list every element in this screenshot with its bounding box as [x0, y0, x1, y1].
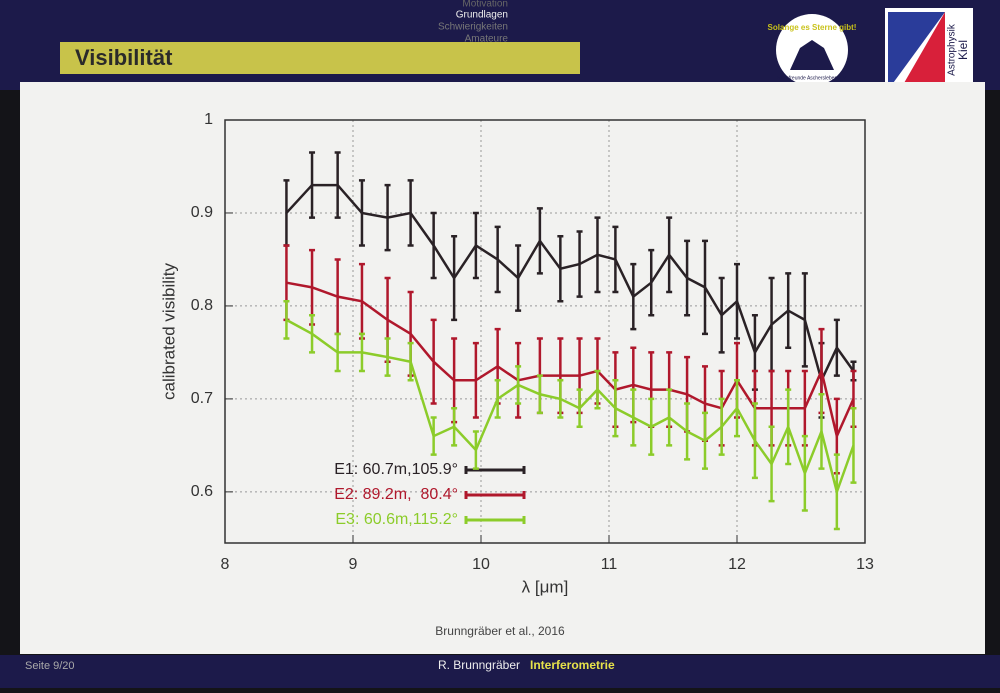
y-tick-label: 0.7	[191, 390, 213, 407]
series-line	[286, 281, 855, 440]
slide-body	[20, 82, 985, 654]
logo-text: Sternfreunde Aschersleben e.V.	[777, 75, 847, 81]
slide-title: Visibilität	[75, 45, 173, 70]
x-axis-label: λ [μm]	[522, 577, 569, 596]
nav-item[interactable]: Amateure	[465, 34, 509, 45]
legend-swatch	[464, 466, 526, 474]
legend-label: E2: 89.2m, 80.4°	[334, 486, 458, 503]
nav-item[interactable]: Motivation	[462, 0, 508, 10]
nav-item[interactable]: Grundlagen	[456, 10, 508, 21]
legend-label: E1: 60.7m,105.9°	[334, 461, 458, 478]
x-tick-label: 10	[472, 556, 490, 573]
legend-label: E3: 60.6m,115.2°	[335, 511, 458, 528]
y-tick-label: 1	[204, 111, 213, 128]
x-tick-label: 11	[601, 556, 618, 573]
x-tick-label: 9	[349, 556, 358, 573]
footer-page: Seite 9/20	[25, 660, 75, 672]
plot-frame	[224, 119, 866, 544]
logo-icon	[900, 12, 945, 90]
caption: Brunngräber et al., 2016	[435, 624, 565, 638]
logo-icon	[790, 40, 834, 70]
series-line	[285, 318, 855, 497]
x-tick-label: 13	[856, 556, 874, 573]
y-tick-label: 0.9	[191, 204, 213, 221]
logo-text: Kiel	[956, 40, 970, 60]
x-tick-label: 12	[728, 556, 746, 573]
title-band	[60, 42, 580, 74]
nav-item[interactable]: Schwierigkeiten	[438, 22, 508, 33]
y-tick-label: 0.8	[191, 297, 213, 314]
y-axis-label: calibrated visibility	[159, 263, 178, 400]
logo-text: Solange es Sterne gibt!	[768, 23, 857, 32]
footer-bar	[0, 655, 1000, 688]
logo-text: Astrophysik	[947, 23, 958, 76]
legend-swatch	[464, 516, 526, 524]
y-tick-label: 0.6	[191, 483, 213, 500]
error-bar	[850, 406, 857, 484]
legend-swatch	[464, 491, 526, 499]
footer-author: R. Brunngräber	[438, 658, 520, 672]
logo-icon	[888, 12, 945, 90]
footer-topic: Interferometrie	[530, 658, 615, 672]
series-line	[285, 183, 855, 384]
x-tick-label: 8	[221, 556, 230, 573]
chart: 0.6 0.7 0.8 0.9 1 8 9 10 11 12 13 λ [μm] calibrated …	[159, 111, 874, 596]
